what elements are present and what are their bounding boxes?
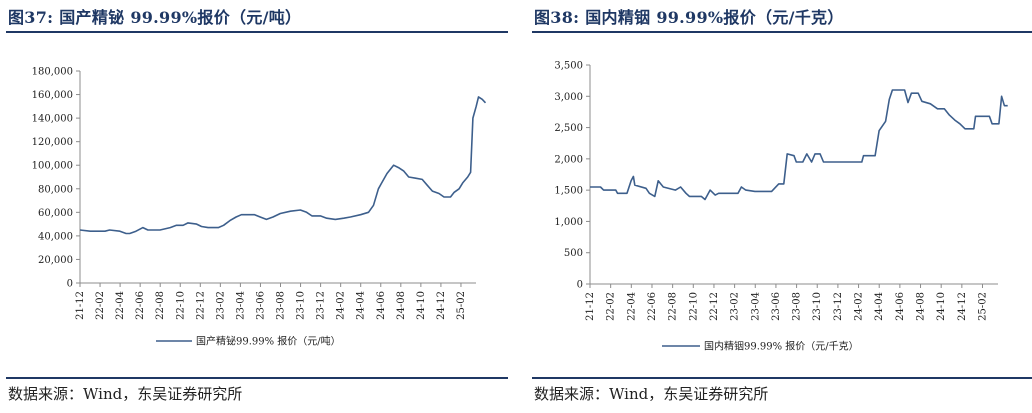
x-tick-label: 24-06: [376, 291, 387, 320]
x-tick-label: 22-10: [175, 291, 186, 320]
x-tick-label: 22-10: [688, 292, 699, 321]
x-tick-label: 24-04: [356, 291, 367, 320]
y-tick-label: 60,000: [38, 208, 73, 219]
y-tick-label: 0: [67, 279, 73, 290]
y-tick-label: 3,500: [554, 61, 583, 72]
x-tick-label: 23-02: [730, 292, 741, 321]
y-tick-label: 500: [564, 248, 583, 259]
x-tick-label: 23-06: [771, 292, 782, 321]
y-tick-label: 180,000: [32, 67, 73, 78]
source-rule: [6, 377, 508, 379]
x-tick-label: 24-12: [436, 291, 447, 320]
bismuth-price-chart: 0 20,000 40,000 60,000 80,000 100,000 120,000 1…: [32, 67, 487, 348]
x-tick-label: 24-10: [416, 291, 427, 320]
x-tick-label: 22-06: [135, 291, 146, 320]
x-tick-label: 23-08: [276, 291, 287, 320]
x-tick-label: 23-06: [255, 291, 266, 320]
x-tick-label: 23-04: [235, 291, 246, 320]
data-source: 数据来源：Wind，东吴证券研究所: [8, 385, 243, 403]
x-tick-label: 22-02: [95, 291, 106, 320]
x-tick-label: 24-12: [957, 292, 968, 321]
x-tick-label: 23-12: [316, 291, 327, 320]
y-tick-label: 1,500: [554, 186, 583, 197]
x-tick-label: 24-08: [396, 291, 407, 320]
title-rule: [532, 31, 1032, 33]
y-tick-label: 2,500: [554, 123, 583, 134]
y-tick-label: 0: [577, 280, 583, 291]
series-line: [79, 96, 487, 235]
series-line: [590, 89, 1008, 201]
x-tick-label: 24-02: [336, 291, 347, 320]
x-tick-label: 24-06: [895, 292, 906, 321]
chart-panel-bismuth: 图37: 国产精铋 99.99%报价（元/吨） 0 20,000 40,000 60,…: [6, 0, 508, 413]
figure-title: 图38: 国内精铟 99.99%报价（元/千克）: [534, 8, 844, 27]
x-tick-label: 22-04: [626, 292, 637, 321]
source-rule: [532, 377, 1032, 379]
x-tick-label: 22-12: [709, 292, 720, 321]
x-tick-label: 25-02: [978, 292, 989, 321]
x-tick-label: 23-04: [750, 292, 761, 321]
x-tick-label: 22-06: [647, 292, 658, 321]
x-tick-label: 22-04: [115, 291, 126, 320]
y-tick-label: 80,000: [38, 184, 73, 195]
indium-price-chart: 0 500 1,000 1,500 2,000 2,500 3,000 3,500 21-12 2…: [554, 61, 1008, 353]
y-tick-label: 20,000: [38, 255, 73, 266]
x-tick-label: 22-08: [668, 292, 679, 321]
figure-title: 图37: 国产精铋 99.99%报价（元/吨）: [8, 8, 302, 27]
y-tick-label: 40,000: [38, 231, 73, 242]
x-tick-label: 24-08: [916, 292, 927, 321]
y-tick-label: 3,000: [554, 92, 583, 103]
legend-label: 国内精铟99.99% 报价（元/千克）: [704, 340, 859, 353]
y-tick-label: 1,000: [554, 217, 583, 228]
x-tick-label: 22-08: [155, 291, 166, 320]
title-rule: [6, 31, 508, 33]
y-tick-label: 160,000: [32, 90, 73, 101]
y-tick-label: 2,000: [554, 154, 583, 165]
x-tick-label: 24-02: [854, 292, 865, 321]
chart-panel-indium: 图38: 国内精铟 99.99%报价（元/千克） 0 500 1,000 1,500 2…: [532, 0, 1032, 413]
y-tick-label: 120,000: [32, 137, 73, 148]
x-tick-label: 23-02: [215, 291, 226, 320]
x-tick-label: 21-12: [585, 292, 596, 321]
x-tick-label: 22-02: [606, 292, 617, 321]
x-tick-label: 21-12: [75, 291, 86, 320]
x-tick-label: 25-02: [456, 291, 467, 320]
x-tick-label: 23-10: [296, 291, 307, 320]
x-tick-label: 23-12: [833, 292, 844, 321]
x-tick-label: 23-10: [812, 292, 823, 321]
x-tick-label: 24-10: [936, 292, 947, 321]
x-tick-label: 24-04: [874, 292, 885, 321]
y-tick-label: 100,000: [32, 161, 73, 172]
x-tick-label: 22-12: [195, 291, 206, 320]
data-source: 数据来源：Wind，东吴证券研究所: [534, 385, 769, 403]
x-tick-label: 23-08: [792, 292, 803, 321]
legend-label: 国产精铋99.99% 报价（元/吨）: [196, 335, 341, 348]
y-tick-label: 140,000: [32, 114, 73, 125]
